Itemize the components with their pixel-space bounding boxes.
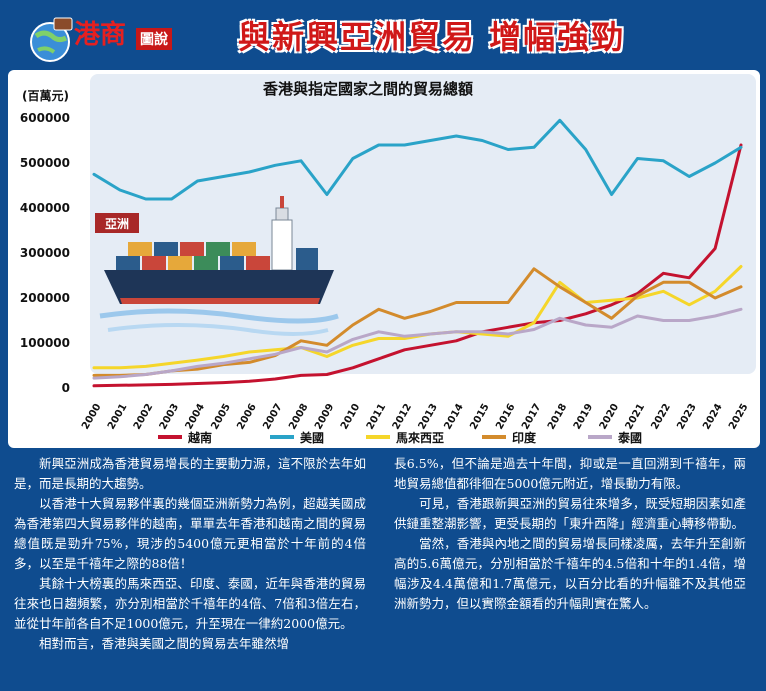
y-tick-label: 0 <box>62 381 70 395</box>
y-tick-label: 600000 <box>20 111 70 125</box>
article-paragraph: 新興亞洲成為香港貿易增長的主要動力源，這不限於去年如是，而是長期的大趨勢。 <box>14 456 366 491</box>
y-tick-label: 300000 <box>20 246 70 260</box>
x-tick-label: 2016 <box>494 402 517 432</box>
x-tick-label: 2013 <box>417 402 440 432</box>
x-tick-label: 2019 <box>572 402 595 432</box>
series-line <box>92 307 743 380</box>
legend: 越南 美國 馬來西亞 印度 泰國 <box>158 430 642 445</box>
x-tick-label: 2005 <box>210 402 233 432</box>
headline: 與新興亞洲貿易 增幅強勁 <box>238 18 626 56</box>
article-paragraph: 相對而言，香港與美國之間的貿易去年雖然增 <box>39 636 290 651</box>
ship-label: 亞洲 <box>105 217 129 231</box>
legend-label: 越南 <box>187 430 212 445</box>
x-tick-label: 2010 <box>339 402 362 432</box>
x-tick-label: 2007 <box>261 402 284 432</box>
x-tick-label: 2008 <box>287 402 310 432</box>
article-column-right: 長6.5%，但不論是過去十年間，抑或是一直回溯到千禧年，兩地貿易總值都徘徊在50… <box>394 454 746 614</box>
trade-line-chart: 亞洲 香港與指定國家之間的貿易總額 (百萬元) 0 100000 200000 300… <box>20 74 756 445</box>
x-tick-label: 2020 <box>598 402 621 432</box>
article-paragraph: 當然，香港與內地之間的貿易增長同樣凌厲，去年升至創新高的5.6萬億元，分別相當於… <box>394 536 746 611</box>
x-tick-label: 2012 <box>391 402 414 432</box>
x-tick-label: 2004 <box>184 402 207 432</box>
x-axis-ticks: 2000 2001 2002 2003 2004 2005 2006 2007 2008 2009… <box>80 402 750 432</box>
plot-background <box>90 74 756 374</box>
y-tick-label: 100000 <box>20 336 70 350</box>
ship-illustration: 亞洲 <box>95 196 339 336</box>
chart-card: 亞洲 香港與指定國家之間的貿易總額 (百萬元) 0 100000 200000 300… <box>8 70 760 448</box>
x-tick-label: 2014 <box>442 402 465 432</box>
legend-label: 馬來西亞 <box>396 430 444 445</box>
x-tick-label: 2009 <box>313 402 336 432</box>
legend-label: 印度 <box>512 430 537 445</box>
x-tick-label: 2006 <box>235 402 258 432</box>
article-paragraph: 以香港十大貿易夥伴裏的幾個亞洲新勢力為例，超越美國成為香港第四大貿易夥伴的越南，… <box>14 496 366 571</box>
logo: 港商 圖說 <box>24 12 194 66</box>
x-tick-label: 2015 <box>468 402 491 432</box>
x-tick-label: 2017 <box>520 402 543 432</box>
y-axis-ticks: 0 100000 200000 300000 400000 500000 600000 <box>20 111 70 395</box>
y-tick-label: 200000 <box>20 291 70 305</box>
globe-icon <box>30 17 73 62</box>
x-tick-label: 2024 <box>701 402 724 432</box>
series-lines <box>92 118 743 388</box>
legend-label: 泰國 <box>617 430 642 445</box>
series-line <box>92 143 743 388</box>
y-axis-unit: (百萬元) <box>22 88 69 103</box>
x-tick-label: 2025 <box>727 402 750 432</box>
article-column-left: 新興亞洲成為香港貿易增長的主要動力源，這不限於去年如是，而是長期的大趨勢。 以香… <box>14 454 366 654</box>
logo-sub-text: 圖說 <box>136 28 172 50</box>
chart-title: 香港與指定國家之間的貿易總額 <box>263 80 473 98</box>
y-tick-label: 400000 <box>20 201 70 215</box>
x-tick-label: 2001 <box>106 402 129 432</box>
ship-flag <box>95 213 139 233</box>
article-paragraph: 其餘十大榜裏的馬來西亞、印度、泰國，近年與香港的貿易往來也日趨頻繁，亦分別相當於… <box>14 576 366 631</box>
series-line <box>92 267 743 377</box>
article-paragraph: 長6.5%，但不論是過去十年間，抑或是一直回溯到千禧年，兩地貿易總值都徘徊在50… <box>394 456 746 491</box>
x-tick-label: 2003 <box>158 402 181 432</box>
series-line <box>92 118 743 201</box>
x-tick-label: 2011 <box>365 402 388 432</box>
x-tick-label: 2021 <box>624 402 647 432</box>
article-paragraph: 可見，香港跟新興亞洲的貿易往來增多，既受短期因素如產供鏈重整潮影響，更受長期的「… <box>394 496 746 531</box>
x-tick-label: 2000 <box>80 402 103 432</box>
x-tick-label: 2002 <box>132 402 155 432</box>
x-tick-label: 2022 <box>649 402 672 432</box>
y-tick-label: 500000 <box>20 156 70 170</box>
x-tick-label: 2018 <box>546 402 569 432</box>
x-tick-label: 2023 <box>675 402 698 432</box>
logo-main-text: 港商 <box>74 20 127 50</box>
article: 新興亞洲成為香港貿易增長的主要動力源，這不限於去年如是，而是長期的大趨勢。 以香… <box>14 454 756 688</box>
legend-label: 美國 <box>300 430 324 445</box>
